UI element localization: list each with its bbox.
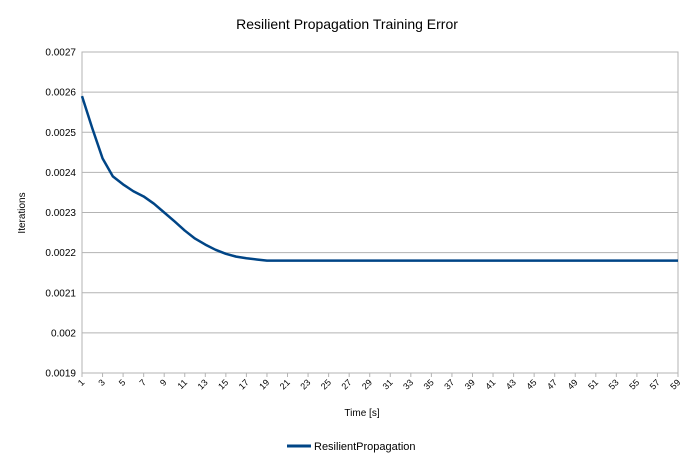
legend: ResilientPropagation (287, 441, 416, 453)
x-tick-label: 5 (117, 377, 128, 388)
x-tick-label: 29 (360, 377, 374, 391)
x-tick-label: 27 (339, 377, 353, 391)
y-tick-label: 0.0022 (45, 248, 76, 259)
y-tick-label: 0.0027 (45, 48, 76, 59)
x-tick-label: 7 (137, 377, 148, 388)
x-tick-label: 17 (237, 377, 251, 391)
chart-title: Resilient Propagation Training Error (236, 16, 458, 32)
x-tick-label: 45 (524, 377, 538, 391)
x-axis-label: Time [s] (344, 408, 379, 419)
x-tick-label: 49 (566, 377, 580, 391)
y-tick-label: 0.0025 (45, 128, 76, 139)
x-tick-label: 9 (158, 377, 169, 388)
x-tick-label: 21 (278, 377, 292, 391)
x-tick-label: 3 (96, 377, 107, 388)
x-tick-label: 23 (298, 377, 312, 391)
legend-label-resilientpropagation: ResilientPropagation (314, 441, 416, 453)
x-tick-label: 51 (586, 377, 600, 391)
y-tick-label: 0.0023 (45, 208, 76, 219)
y-tick-label: 0.0019 (45, 369, 76, 380)
y-tick-label: 0.0026 (45, 88, 76, 99)
x-tick-label: 15 (216, 377, 230, 391)
x-tick-label: 55 (627, 377, 641, 391)
x-tick-label: 47 (545, 377, 559, 391)
x-tick-label: 19 (257, 377, 271, 391)
y-tick-label: 0.002 (51, 328, 76, 339)
x-tick-label: 31 (381, 377, 395, 391)
x-tick-label: 11 (175, 377, 189, 391)
x-axis-ticks: 1 3 5 7 9 11 13 15 17 19 21 23 25 27 29 31 33 35 37 39 41 43 4… (76, 373, 682, 391)
grid-lines (82, 51, 678, 374)
x-tick-label: 41 (483, 377, 497, 391)
x-tick-label: 33 (401, 377, 415, 391)
x-tick-label: 25 (319, 377, 333, 391)
y-tick-label: 0.0024 (45, 168, 76, 179)
x-tick-label: 59 (668, 377, 682, 391)
x-tick-label: 39 (463, 377, 477, 391)
x-tick-label: 1 (76, 377, 87, 388)
series-line-resilientpropagation (80, 95, 678, 262)
series-layer (80, 95, 678, 262)
x-tick-label: 13 (196, 377, 210, 391)
x-tick-label: 43 (504, 377, 518, 391)
y-axis-label: Iterations (17, 192, 28, 233)
y-axis-ticks: 0.0019 0.002 0.0021 0.0022 0.0023 0.0024 0.002… (45, 48, 76, 380)
y-tick-label: 0.0021 (45, 288, 76, 299)
plot-area (81, 51, 679, 374)
x-tick-label: 35 (422, 377, 436, 391)
x-tick-label: 57 (648, 377, 662, 391)
x-tick-label: 37 (442, 377, 456, 391)
x-tick-label: 53 (607, 377, 621, 391)
